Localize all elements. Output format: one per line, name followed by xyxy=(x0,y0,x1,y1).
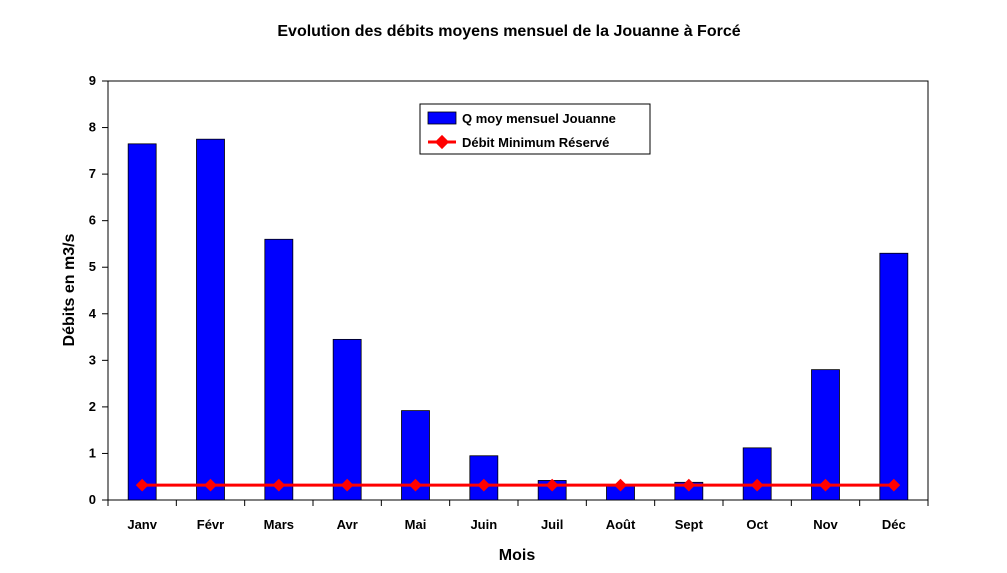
line-point xyxy=(409,478,422,492)
y-tick-label: 0 xyxy=(89,492,96,507)
bar xyxy=(879,252,909,501)
y-axis-label: Débits en m3/s xyxy=(61,233,78,346)
x-tick-label: Janv xyxy=(127,517,157,532)
y-tick-label: 7 xyxy=(89,166,96,181)
legend-label-bars: Q moy mensuel Jouanne xyxy=(462,111,616,126)
chart-title: Evolution des débits moyens mensuel de l… xyxy=(277,23,740,40)
y-axis: 0 1 2 3 4 5 6 7 8 9 xyxy=(89,73,108,507)
bar xyxy=(196,138,225,501)
bar xyxy=(742,447,772,501)
x-tick-label: Mai xyxy=(405,517,427,532)
legend: Q moy mensuel Jouanne Débit Minimum Rése… xyxy=(419,103,651,155)
y-tick-label: 5 xyxy=(89,259,96,274)
line-point xyxy=(340,478,354,492)
y-tick-label: 4 xyxy=(89,306,97,321)
legend-label-line: Débit Minimum Réservé xyxy=(462,135,609,150)
x-tick-label: Juil xyxy=(541,517,563,532)
y-tick-label: 9 xyxy=(89,73,96,88)
bar xyxy=(332,338,362,501)
x-tick-label: Oct xyxy=(746,517,768,532)
x-tick-label: Avr xyxy=(337,517,358,532)
line-point xyxy=(204,478,217,492)
y-tick-label: 6 xyxy=(89,213,96,228)
bar-series xyxy=(127,138,909,501)
y-tick-label: 1 xyxy=(89,445,96,460)
legend-box xyxy=(419,103,651,155)
line-point xyxy=(477,478,491,492)
x-axis: Janv Févr Mars Avr Mai Juin Juil Août Sept Oct Nov… xyxy=(107,500,929,532)
bar xyxy=(264,238,294,501)
x-tick-label: Déc xyxy=(882,517,906,532)
bar xyxy=(811,369,840,501)
bar xyxy=(127,143,157,501)
y-tick-label: 8 xyxy=(89,120,96,135)
y-tick-label: 3 xyxy=(89,352,96,367)
x-tick-label: Juin xyxy=(470,517,497,532)
y-tick-label: 2 xyxy=(89,399,96,414)
bar xyxy=(469,455,499,501)
x-axis-label: Mois xyxy=(499,547,536,564)
legend-swatch-bars xyxy=(427,111,457,125)
line-point xyxy=(135,478,149,492)
x-tick-label: Août xyxy=(606,517,636,532)
line-point xyxy=(272,478,286,492)
x-tick-label: Sept xyxy=(675,517,704,532)
x-tick-label: Nov xyxy=(813,517,838,532)
x-tick-label: Févr xyxy=(197,517,224,532)
legend-marker-line xyxy=(434,134,450,150)
x-tick-label: Mars xyxy=(264,517,294,532)
